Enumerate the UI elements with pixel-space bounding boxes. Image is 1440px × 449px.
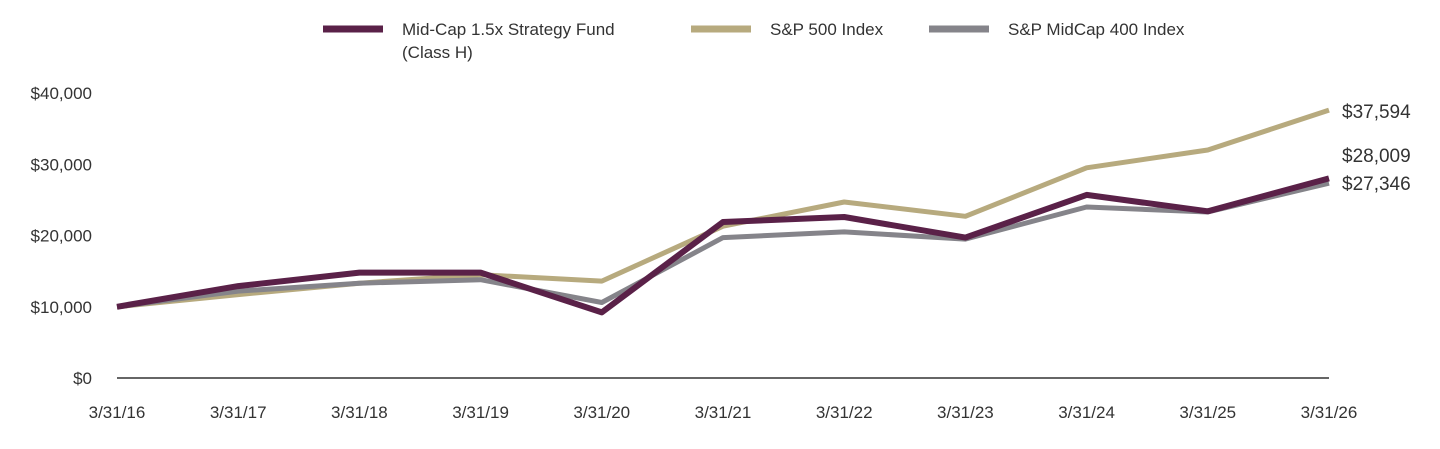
legend-label: S&P MidCap 400 Index bbox=[1008, 20, 1185, 39]
end-value-label: $37,594 bbox=[1342, 102, 1411, 123]
end-labels: $37,594 $28,009 $27,346 bbox=[1342, 102, 1411, 195]
x-tick-label: 3/31/18 bbox=[331, 403, 388, 422]
legend-label: (Class H) bbox=[402, 43, 473, 62]
series-lines bbox=[116, 107, 1330, 316]
end-value-label: $28,009 bbox=[1342, 146, 1411, 167]
legend: Mid-Cap 1.5x Strategy Fund (Class H) S&P 5… bbox=[323, 20, 1185, 62]
y-tick-label: $0 bbox=[73, 369, 92, 388]
y-tick-label: $40,000 bbox=[31, 84, 92, 103]
y-tick-label: $10,000 bbox=[31, 298, 92, 317]
x-axis: 3/31/16 3/31/17 3/31/18 3/31/19 3/31/20 3/31/… bbox=[89, 377, 1358, 422]
legend-label: Mid-Cap 1.5x Strategy Fund bbox=[402, 20, 615, 39]
y-axis: $0 $10,000 $20,000 $30,000 $40,000 bbox=[31, 84, 92, 388]
y-tick-label: $20,000 bbox=[31, 227, 92, 246]
x-tick-label: 3/31/20 bbox=[573, 403, 630, 422]
x-tick-label: 3/31/19 bbox=[452, 403, 509, 422]
x-tick-label: 3/31/23 bbox=[937, 403, 994, 422]
x-tick-label: 3/31/16 bbox=[89, 403, 146, 422]
y-tick-label: $30,000 bbox=[31, 155, 92, 174]
end-value-label: $27,346 bbox=[1342, 174, 1411, 195]
x-tick-label: 3/31/21 bbox=[695, 403, 752, 422]
series-line-0 bbox=[116, 175, 1330, 316]
x-tick-label: 3/31/26 bbox=[1301, 403, 1358, 422]
x-tick-label: 3/31/22 bbox=[816, 403, 873, 422]
x-tick-label: 3/31/24 bbox=[1058, 403, 1115, 422]
legend-label: S&P 500 Index bbox=[770, 20, 884, 39]
series-line-2 bbox=[116, 180, 1330, 310]
x-tick-label: 3/31/25 bbox=[1179, 403, 1236, 422]
x-tick-label: 3/31/17 bbox=[210, 403, 267, 422]
